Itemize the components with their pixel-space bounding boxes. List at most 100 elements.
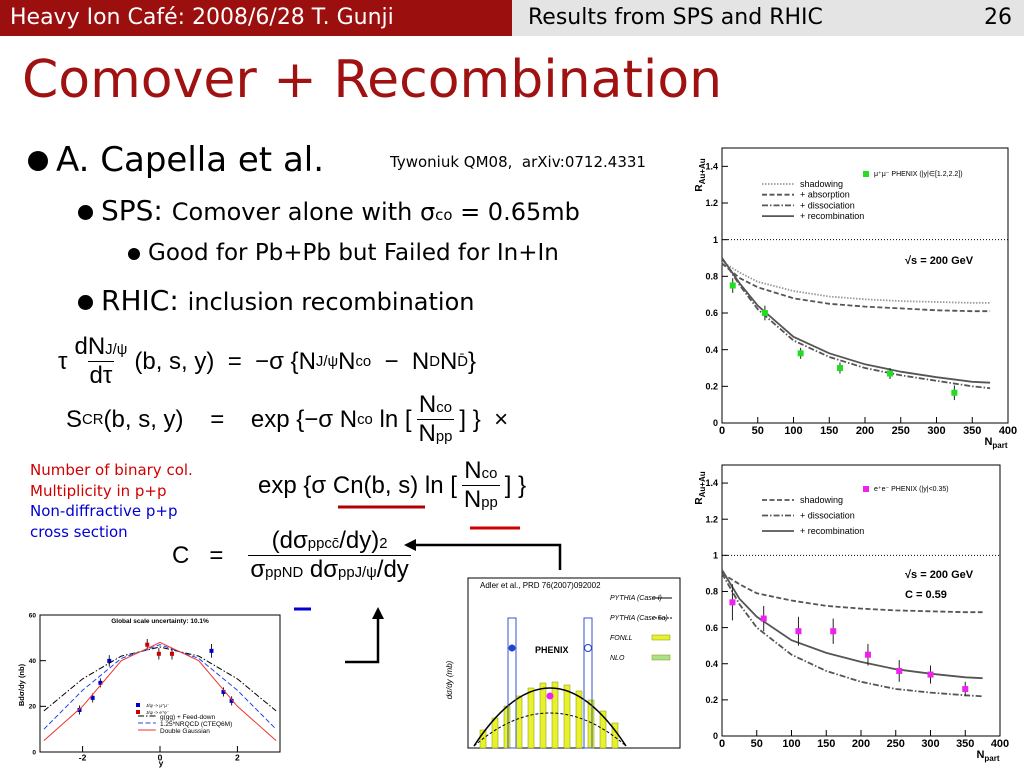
x-tick-label: 400 bbox=[999, 425, 1017, 437]
legend-label: NLO bbox=[610, 655, 625, 662]
legend-label: + absorption bbox=[800, 190, 850, 200]
legend-marker bbox=[136, 703, 140, 707]
x-axis-label-main: N bbox=[976, 749, 984, 761]
legend-label: shadowing bbox=[800, 179, 843, 189]
bar bbox=[527, 687, 535, 749]
curve bbox=[721, 262, 991, 313]
bullet-item: SPS: Comover alone with σ co = 0.65mb bbox=[78, 194, 580, 227]
x-axis-label-main: y bbox=[159, 758, 164, 768]
math-text: (b, s, y) = exp {−σ N bbox=[103, 405, 358, 433]
x-axis-label: y bbox=[159, 758, 164, 768]
data-point bbox=[77, 707, 82, 712]
curve bbox=[721, 572, 983, 614]
legend-label: + dissociation bbox=[800, 511, 855, 521]
x-tick-label: 150 bbox=[820, 425, 838, 437]
y-axis-label: Bdσ/dy (nb) bbox=[18, 663, 26, 706]
x-tick-label: 50 bbox=[751, 738, 763, 750]
legend-label: e⁺e⁻ PHENIX (|y|<0.35) bbox=[874, 486, 949, 493]
header-left: Heavy Ion Café: 2008/6/28 T. Gunji bbox=[0, 0, 512, 36]
data-point bbox=[760, 615, 767, 622]
x-tick-label: 300 bbox=[921, 738, 939, 750]
data-point bbox=[729, 282, 736, 289]
bar bbox=[539, 682, 547, 749]
curve bbox=[473, 712, 627, 747]
y-tick-label: 0 bbox=[32, 749, 36, 756]
band bbox=[583, 617, 593, 749]
math-text: pp bbox=[265, 565, 282, 581]
bullet-text: SPS: bbox=[101, 194, 172, 227]
arrow-head bbox=[372, 607, 384, 619]
legend: PYTHIA (Case I) PYTHIA (Case 5a) FONLL NLO bbox=[610, 595, 672, 662]
equation: C = (dσ pp cc̄/dy) 2 σ pp ND dσ pp J/ψ/dy bbox=[172, 527, 416, 584]
bullet-dot bbox=[78, 295, 93, 310]
denominator: σ pp ND dσ pp J/ψ/dy bbox=[248, 555, 411, 584]
math-text: co bbox=[357, 411, 373, 428]
math-text: co bbox=[481, 466, 498, 482]
y-tick-label: 0.6 bbox=[705, 308, 718, 318]
y-tick-label: 1 bbox=[713, 550, 718, 560]
curve bbox=[721, 257, 991, 384]
reference: Tywoniuk QM08, arXiv:0712.4331 bbox=[390, 153, 646, 171]
x-tick-label: -2 bbox=[79, 753, 87, 763]
math-text: N bbox=[418, 420, 436, 447]
x-tick-label: 200 bbox=[852, 738, 870, 750]
math-text: (b, s, y) = −σ {N bbox=[134, 347, 316, 375]
curve bbox=[721, 569, 983, 680]
math-text: D̄ bbox=[457, 353, 469, 370]
data-point bbox=[170, 651, 174, 656]
note: Non-diffractive p+p bbox=[30, 502, 178, 520]
data-point bbox=[145, 642, 150, 647]
y-tick-label: 0.6 bbox=[705, 623, 718, 633]
fraction: dN J/ψ dτ bbox=[72, 333, 129, 390]
denominator: dτ bbox=[87, 361, 115, 390]
y-tick-label: 0.2 bbox=[705, 695, 718, 705]
data-point bbox=[962, 686, 969, 693]
caption: Adler et al., PRD 76(2007)092002 bbox=[480, 581, 601, 590]
math-text: dσ bbox=[303, 556, 339, 583]
legend-label: g(gg) + Feed-down bbox=[160, 714, 215, 721]
legend-swatch bbox=[651, 654, 671, 661]
x-tick-label: 400 bbox=[991, 738, 1009, 750]
curve bbox=[721, 257, 991, 390]
math-text: cc̄ bbox=[324, 536, 340, 552]
label: PHENIX bbox=[535, 645, 569, 655]
legend-swatch bbox=[651, 634, 671, 641]
x-tick-label: 0 bbox=[158, 753, 163, 763]
bullet-dot bbox=[78, 205, 93, 220]
x-axis-label: Npart bbox=[984, 436, 1007, 450]
curve bbox=[43, 644, 277, 730]
math-text: J/ψ bbox=[315, 353, 339, 370]
figure-charm: Adler et al., PRD 76(2007)092002 PHENIX … bbox=[440, 570, 685, 768]
y-axis-label: RAu+Au bbox=[694, 471, 707, 504]
legend-label: 1.25*NRQCD (CTEQ6M) bbox=[160, 721, 232, 728]
x-tick-label: 0 bbox=[719, 425, 725, 437]
x-axis-label-sub: part bbox=[984, 754, 999, 763]
curve bbox=[721, 260, 991, 304]
y-label: dσ/dy (mb) bbox=[445, 660, 454, 699]
math-text: N bbox=[418, 391, 437, 418]
slide-title: Comover + Recombination bbox=[22, 50, 723, 110]
legend-label: μ⁺μ⁻ PHENIX (|y|∈[1.2,2.2]) bbox=[874, 171, 963, 178]
math-text: J/ψ bbox=[354, 565, 377, 581]
legend-label: J/ψ -> μ⁺μ⁻ bbox=[146, 703, 170, 708]
math-text: pp bbox=[338, 565, 355, 581]
band bbox=[507, 617, 517, 749]
x-tick-label: 350 bbox=[963, 425, 981, 437]
data-point bbox=[887, 370, 894, 377]
bullet-item: RHIC: inclusion recombination bbox=[78, 284, 474, 317]
math-text: } bbox=[468, 347, 477, 375]
note: Number of binary col. bbox=[30, 461, 193, 479]
y-tick-label: 1.2 bbox=[705, 514, 718, 524]
data-point bbox=[98, 680, 103, 685]
point bbox=[584, 644, 592, 652]
legend-label: J/ψ -> e⁺e⁻ bbox=[146, 710, 170, 715]
legend-label: + recombination bbox=[800, 211, 864, 221]
data-point bbox=[927, 671, 934, 678]
x-tick-label: 300 bbox=[927, 425, 945, 437]
x-tick-label: 350 bbox=[956, 738, 974, 750]
